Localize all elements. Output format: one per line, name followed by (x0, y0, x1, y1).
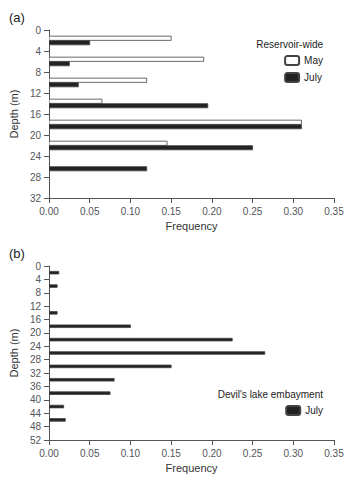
svg-text:48: 48 (30, 421, 42, 432)
svg-text:32: 32 (30, 368, 42, 379)
svg-text:0.00: 0.00 (39, 448, 59, 459)
svg-text:Depth (m): Depth (m) (8, 90, 20, 139)
svg-text:July: July (304, 72, 322, 83)
svg-text:44: 44 (30, 408, 42, 419)
svg-text:Frequency: Frequency (166, 220, 218, 232)
svg-text:4: 4 (35, 46, 41, 57)
svg-text:24: 24 (30, 341, 42, 352)
svg-text:12: 12 (30, 301, 42, 312)
svg-text:12: 12 (30, 88, 42, 99)
svg-text:0.10: 0.10 (121, 448, 141, 459)
svg-text:(a): (a) (9, 10, 25, 25)
svg-text:Frequency: Frequency (166, 462, 218, 474)
svg-text:32: 32 (30, 193, 42, 204)
svg-text:0.20: 0.20 (202, 448, 222, 459)
svg-text:28: 28 (30, 354, 42, 365)
svg-text:(b): (b) (9, 246, 25, 261)
svg-text:0: 0 (35, 25, 41, 36)
svg-text:July: July (305, 405, 323, 416)
svg-text:28: 28 (30, 172, 42, 183)
svg-text:0.05: 0.05 (80, 206, 100, 217)
svg-text:40: 40 (30, 394, 42, 405)
svg-text:16: 16 (30, 314, 42, 325)
svg-text:4: 4 (35, 274, 41, 285)
svg-text:0: 0 (35, 261, 41, 272)
svg-text:36: 36 (30, 381, 42, 392)
svg-text:0.35: 0.35 (324, 448, 344, 459)
svg-text:0.05: 0.05 (80, 448, 100, 459)
svg-text:0.15: 0.15 (161, 206, 181, 217)
svg-text:20: 20 (30, 130, 42, 141)
svg-text:May: May (304, 55, 323, 66)
svg-text:0.10: 0.10 (121, 206, 141, 217)
svg-text:Reservoir-wide: Reservoir-wide (256, 39, 323, 50)
svg-text:Devil's lake embayment: Devil's lake embayment (218, 389, 324, 400)
svg-text:0.25: 0.25 (243, 206, 263, 217)
svg-text:0.30: 0.30 (284, 448, 304, 459)
svg-text:52: 52 (30, 435, 42, 446)
svg-text:0.30: 0.30 (284, 206, 304, 217)
svg-text:8: 8 (35, 287, 41, 298)
svg-text:0.15: 0.15 (161, 448, 181, 459)
svg-text:16: 16 (30, 109, 42, 120)
svg-text:0.20: 0.20 (202, 206, 222, 217)
svg-text:0.00: 0.00 (39, 206, 59, 217)
svg-text:Depth (m): Depth (m) (8, 329, 20, 378)
svg-text:8: 8 (35, 67, 41, 78)
svg-text:24: 24 (30, 151, 42, 162)
svg-text:0.25: 0.25 (243, 448, 263, 459)
svg-text:0.35: 0.35 (324, 206, 344, 217)
svg-text:20: 20 (30, 327, 42, 338)
